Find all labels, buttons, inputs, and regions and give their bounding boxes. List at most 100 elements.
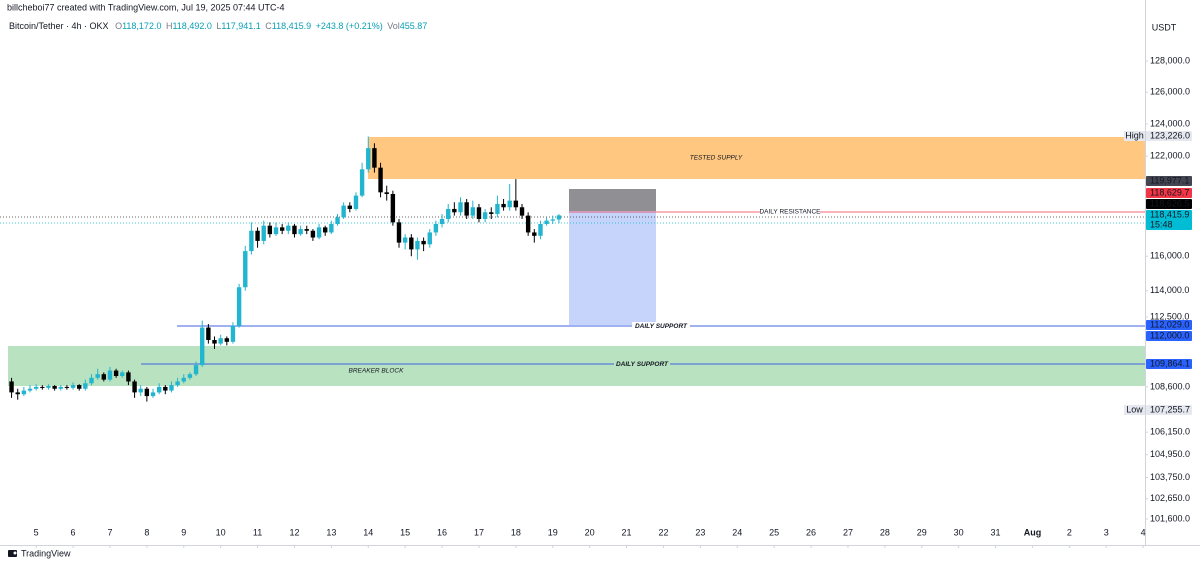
legend-key: C <box>265 21 272 31</box>
candle-body <box>310 230 316 238</box>
price-flag-tag: Low <box>1126 404 1143 414</box>
price-flag <box>1146 176 1192 186</box>
price-flag <box>1146 405 1192 415</box>
candle-body <box>519 207 525 216</box>
legend: Bitcoin/Tether · 4h · OKX O118,172.0 H11… <box>9 21 427 31</box>
brand: TradingView <box>21 548 71 558</box>
candle-body <box>544 220 549 225</box>
candle-body <box>95 374 100 378</box>
legend-key: L <box>216 21 221 31</box>
x-tick-label: Aug <box>1024 527 1042 537</box>
candle-body <box>175 381 180 386</box>
currency: USDT <box>1152 22 1177 32</box>
x-tick-label: 7 <box>107 527 112 537</box>
annotation: DAILY RESISTANCE <box>759 209 821 216</box>
candle-body <box>163 386 168 391</box>
breaker-zone <box>8 346 1145 386</box>
candle-body <box>77 385 82 389</box>
candle-body <box>9 381 14 393</box>
legend-key: H <box>166 21 173 31</box>
candle-body <box>273 227 279 235</box>
price-flag-timer: 15:48 <box>1150 219 1173 229</box>
candle-body <box>230 325 236 342</box>
candle-body <box>482 212 488 219</box>
candle-body <box>52 386 57 389</box>
price-flag <box>1146 199 1192 209</box>
y-tick-label: 124,000.0 <box>1150 118 1190 128</box>
candle-body <box>489 212 494 214</box>
price-flag <box>1146 188 1192 198</box>
price-flag <box>1146 320 1192 330</box>
candle-body <box>439 218 445 225</box>
candle-body <box>212 340 217 344</box>
price-flag-label: 119,977.1 <box>1150 175 1189 185</box>
y-axis: 128,000.0 126,000.0 124,000.0 122,000.0 116,… <box>1145 55 1190 523</box>
candle-body <box>46 386 51 388</box>
candle-body <box>261 225 266 241</box>
x-tick-label: 28 <box>880 527 890 537</box>
price-flag-tag: High <box>1125 130 1144 140</box>
candle-body <box>396 222 402 243</box>
candle-body <box>390 193 396 223</box>
candle-body <box>267 225 273 235</box>
candle-body <box>101 374 106 380</box>
y-tick-label: 116,000.0 <box>1150 251 1189 261</box>
candle-body <box>556 215 562 220</box>
position-target <box>569 211 656 325</box>
candle-body <box>27 388 33 391</box>
candle-body <box>550 219 555 221</box>
x-tick-label: 2 <box>1067 527 1072 537</box>
candle-body <box>341 205 346 218</box>
legend-key: O <box>115 21 122 31</box>
brand-logo <box>8 550 17 557</box>
candle-body <box>409 237 414 250</box>
y-tick-label: 101,600.0 <box>1150 513 1190 523</box>
x-tick-label: 30 <box>954 527 964 537</box>
candle-body <box>359 169 365 196</box>
x-tick-label: 27 <box>843 527 853 537</box>
candle-body <box>126 372 131 382</box>
candle-body <box>458 202 463 213</box>
candle-body <box>224 338 230 342</box>
annotation: DAILY SUPPORT <box>616 361 669 368</box>
price-flag-label: 112,000.0 <box>1150 330 1189 340</box>
position-risk <box>569 189 656 211</box>
candle-body <box>15 392 20 395</box>
candle-body <box>415 240 420 250</box>
candle-body <box>120 372 125 376</box>
x-tick-label: 21 <box>622 527 632 537</box>
candle-body <box>181 377 186 382</box>
candle-body <box>353 195 359 209</box>
legend-value: 118,492.0 <box>172 21 211 31</box>
supply-zone <box>368 137 1145 179</box>
x-tick-label: 13 <box>326 527 336 537</box>
candle-body <box>187 374 193 378</box>
candle-body <box>156 386 162 393</box>
candle-body <box>470 207 475 216</box>
y-tick-label: 102,650.0 <box>1150 493 1190 503</box>
candle-body <box>218 338 223 344</box>
candle-body <box>107 370 113 380</box>
price-flag <box>1146 359 1192 369</box>
legend-value: 118,172.0 <box>122 21 161 31</box>
candle-body <box>378 167 383 193</box>
annotation: DAILY SUPPORT <box>635 323 688 330</box>
candle-body <box>292 225 297 235</box>
candle-body <box>507 200 512 208</box>
candle-body <box>538 224 543 236</box>
candle-body <box>316 227 322 238</box>
candle-body <box>335 217 340 225</box>
candle-body <box>132 381 137 393</box>
candle-body <box>40 386 45 388</box>
candle-body <box>525 215 531 233</box>
x-tick-label: 12 <box>289 527 299 537</box>
x-tick-label: 25 <box>769 527 779 537</box>
legend-key: Vol <box>387 21 400 31</box>
candle-body <box>446 208 451 219</box>
x-tick-label: 3 <box>1104 527 1109 537</box>
candle-body <box>421 240 426 245</box>
candle-body <box>150 392 156 397</box>
x-tick-label: 8 <box>144 527 149 537</box>
x-tick-label: 17 <box>474 527 484 537</box>
